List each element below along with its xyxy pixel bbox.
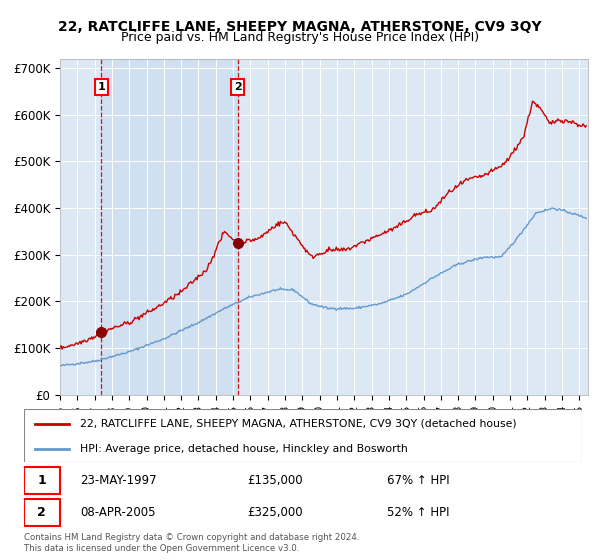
Text: 52% ↑ HPI: 52% ↑ HPI (387, 506, 449, 519)
Text: 22, RATCLIFFE LANE, SHEEPY MAGNA, ATHERSTONE, CV9 3QY: 22, RATCLIFFE LANE, SHEEPY MAGNA, ATHERS… (58, 20, 542, 34)
Bar (101, 59, 238, 395)
Text: Price paid vs. HM Land Registry's House Price Index (HPI): Price paid vs. HM Land Registry's House … (121, 31, 479, 44)
Text: 1: 1 (97, 82, 105, 92)
Bar (24, 499, 60, 526)
Text: 67% ↑ HPI: 67% ↑ HPI (387, 474, 449, 487)
Text: Contains HM Land Registry data © Crown copyright and database right 2024.
This d: Contains HM Land Registry data © Crown c… (24, 533, 359, 553)
Bar (24, 466, 60, 494)
Text: 1: 1 (37, 474, 46, 487)
Text: £135,000: £135,000 (247, 474, 303, 487)
Text: 08-APR-2005: 08-APR-2005 (80, 506, 155, 519)
Text: £325,000: £325,000 (247, 506, 303, 519)
Text: HPI: Average price, detached house, Hinckley and Bosworth: HPI: Average price, detached house, Hinc… (80, 444, 407, 454)
Text: 2: 2 (37, 506, 46, 519)
Text: 22, RATCLIFFE LANE, SHEEPY MAGNA, ATHERSTONE, CV9 3QY (detached house): 22, RATCLIFFE LANE, SHEEPY MAGNA, ATHERS… (80, 419, 517, 429)
Text: 2: 2 (234, 82, 242, 92)
Text: 23-MAY-1997: 23-MAY-1997 (80, 474, 157, 487)
